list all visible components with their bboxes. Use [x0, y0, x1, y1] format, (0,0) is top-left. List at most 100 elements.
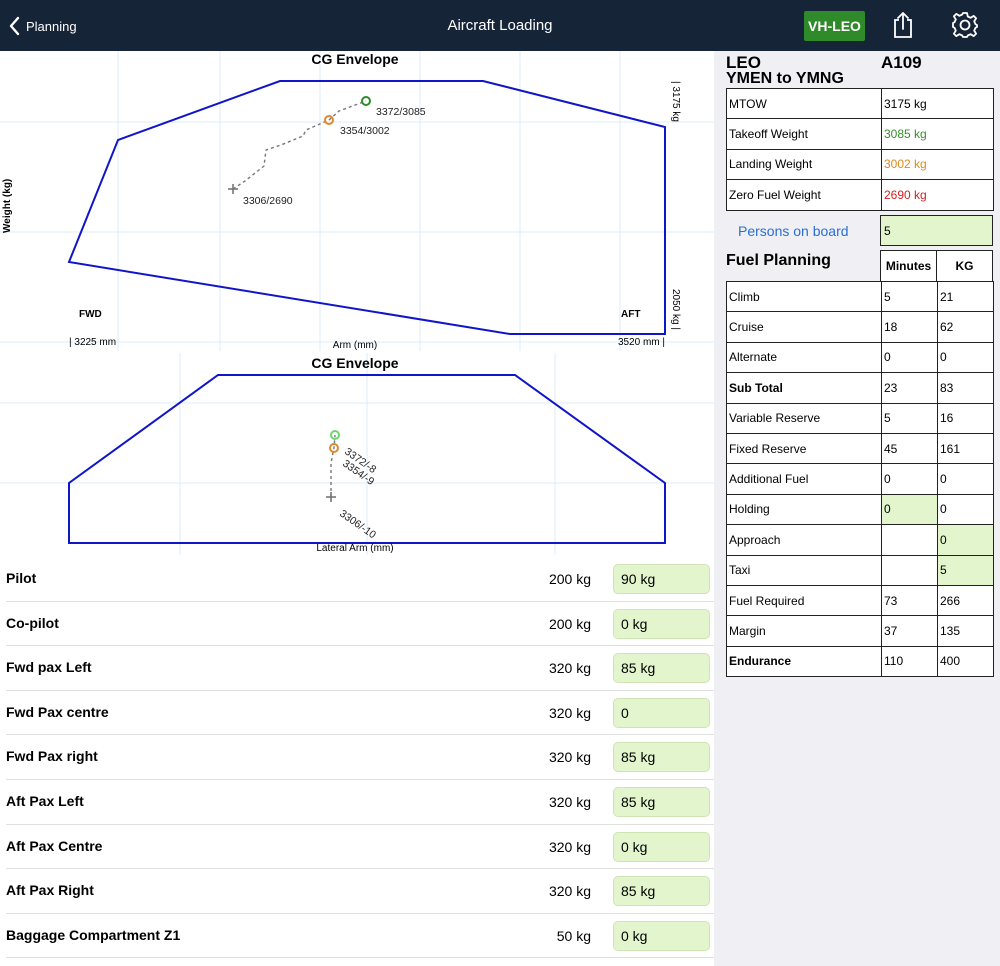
weights-row-zero-fuel: Zero Fuel Weight 2690 kg [726, 179, 994, 211]
registration-button[interactable]: VH-LEO [804, 11, 865, 41]
fuel-minutes: 73 [881, 584, 938, 617]
weight-input[interactable]: 85 kg [613, 742, 710, 773]
share-icon[interactable] [888, 10, 918, 40]
fuel-row-sub-total: Sub Total 23 83 [726, 372, 994, 404]
weights-value: 3002 kg [881, 148, 994, 181]
row-limit: 320 kg [548, 793, 591, 810]
weights-label: Landing Weight [726, 148, 882, 181]
fuel-minutes: 5 [881, 280, 938, 313]
page-title: Aircraft Loading [447, 17, 553, 34]
weights-value: 2690 kg [881, 179, 994, 211]
fuel-row-label: Sub Total [726, 372, 882, 404]
y-min-label: 2050 kg | [670, 289, 681, 330]
fuel-minutes: 23 [881, 372, 938, 404]
fuel-kg: 400 [937, 645, 994, 678]
row-label: Aft Pax Left [6, 792, 84, 809]
weights-value: 3175 kg [881, 87, 994, 120]
lateral-x-axis-label: Lateral Arm (mm) [316, 543, 393, 554]
fuel-minutes [881, 554, 938, 586]
row-limit: 320 kg [548, 883, 591, 900]
fuel-row-label: Taxi [726, 554, 882, 586]
fuel-row-fuel-required: Fuel Required 73 266 [726, 584, 994, 617]
weights-row-takeoff: Takeoff Weight 3085 kg [726, 118, 994, 150]
fuel-row-cruise: Cruise 18 62 [726, 311, 994, 343]
fuel-row-label: Margin [726, 615, 882, 647]
x-axis-label: Arm (mm) [333, 340, 377, 351]
navigation-bar: Planning Aircraft Loading VH-LEO [0, 0, 1000, 51]
row-limit: 320 kg [548, 704, 591, 721]
back-button[interactable]: Planning [8, 12, 77, 40]
fuel-minutes: 45 [881, 432, 938, 465]
fuel-minutes [881, 524, 938, 556]
aft-label: AFT [621, 309, 640, 320]
weights-label: MTOW [726, 87, 882, 120]
fuel-row-label: Holding [726, 493, 882, 526]
lateral-takeoff-marker [330, 430, 340, 440]
back-button-label: Planning [26, 18, 77, 34]
fuel-row-label: Endurance [726, 645, 882, 678]
fuel-row-label: Additional Fuel [726, 463, 882, 495]
weight-input[interactable]: 0 kg [613, 608, 710, 639]
row-limit: 320 kg [548, 660, 591, 677]
fuel-row-label: Fuel Required [726, 584, 882, 617]
weight-input[interactable]: 0 kg [613, 831, 710, 862]
lateral-point-label-zero-fuel: 3306/-10 [337, 508, 378, 542]
weight-input[interactable]: 85 kg [613, 876, 710, 907]
approach-kg-input[interactable]: 0 [937, 524, 994, 556]
weight-input[interactable]: 85 kg [613, 653, 710, 684]
fuel-minutes: 0 [881, 341, 938, 374]
lateral-cg-envelope-chart: CG Envelope 3372/-8 3354/-9 3306/-10 Lat… [0, 353, 714, 555]
row-label: Fwd Pax centre [6, 703, 109, 720]
takeoff-point-marker [361, 96, 371, 106]
cg-trace-line [232, 100, 367, 190]
weight-input[interactable]: 90 kg [613, 564, 710, 594]
row-limit: 50 kg [556, 927, 591, 944]
row-label: Fwd pax Left [6, 659, 92, 676]
fuel-kg: 0 [937, 463, 994, 495]
fuel-row-label: Cruise [726, 311, 882, 343]
row-limit: 200 kg [548, 615, 591, 632]
loading-row-fwd-pax-right: Fwd Pax right 320 kg 85 kg [6, 735, 714, 780]
loading-row-aft-pax-centre: Aft Pax Centre 320 kg 0 kg [6, 825, 714, 870]
cg-envelope-chart: CG Envelope 3372/3085 3354/3002 3306/269… [0, 51, 714, 351]
fuel-minutes: 0 [881, 463, 938, 495]
weight-input[interactable]: 0 [613, 697, 710, 728]
lateral-zero-fuel-marker [326, 492, 336, 502]
gear-icon[interactable] [950, 10, 980, 40]
lateral-landing-marker [329, 443, 339, 453]
fuel-planning-title: Fuel Planning [726, 252, 831, 269]
fwd-label: FWD [79, 309, 102, 320]
fuel-kg: 266 [937, 584, 994, 617]
loading-row-fwd-pax-left: Fwd pax Left 320 kg 85 kg [6, 646, 714, 691]
y-axis-label: Weight (kg) [2, 179, 13, 233]
fuel-kg: 21 [937, 280, 994, 313]
row-limit: 200 kg [548, 571, 591, 587]
fuel-row-holding: Holding 0 0 [726, 493, 994, 526]
point-label-takeoff: 3372/3085 [376, 106, 426, 118]
loading-row-co-pilot: Co-pilot 200 kg 0 kg [6, 602, 714, 647]
chart-title: CG Envelope [311, 51, 398, 67]
fuel-kg: 0 [937, 341, 994, 374]
point-label-zero-fuel: 3306/2690 [243, 195, 293, 207]
holding-minutes-input[interactable]: 0 [881, 493, 938, 526]
aircraft-registration: LEO [726, 53, 761, 72]
fuel-row-label: Fixed Reserve [726, 432, 882, 465]
fuel-header-table: Minutes KG [880, 250, 993, 282]
fuel-row-label: Alternate [726, 341, 882, 374]
fuel-kg: 62 [937, 311, 994, 343]
weight-input[interactable]: 85 kg [613, 786, 710, 817]
zero-fuel-point-marker [228, 184, 238, 194]
fuel-row-label: Approach [726, 524, 882, 556]
row-limit: 320 kg [548, 838, 591, 855]
weight-input[interactable]: 0 kg [613, 920, 710, 951]
loading-row-fwd-pax-centre: Fwd Pax centre 320 kg 0 [6, 691, 714, 736]
loading-row-aft-pax-right: Aft Pax Right 320 kg 85 kg [6, 869, 714, 914]
row-label: Fwd Pax right [6, 748, 98, 765]
fuel-row-additional-fuel: Additional Fuel 0 0 [726, 463, 994, 495]
fuel-row-taxi: Taxi 5 [726, 554, 994, 586]
persons-on-board-input[interactable]: 5 [880, 215, 993, 246]
weights-row-mtow: MTOW 3175 kg [726, 87, 994, 120]
aircraft-type: A109 [881, 53, 922, 72]
taxi-kg-input[interactable]: 5 [937, 554, 994, 586]
summary-panel: LEO A109 YMEN to YMNG MTOW 3175 kg Takeo… [714, 51, 1000, 966]
